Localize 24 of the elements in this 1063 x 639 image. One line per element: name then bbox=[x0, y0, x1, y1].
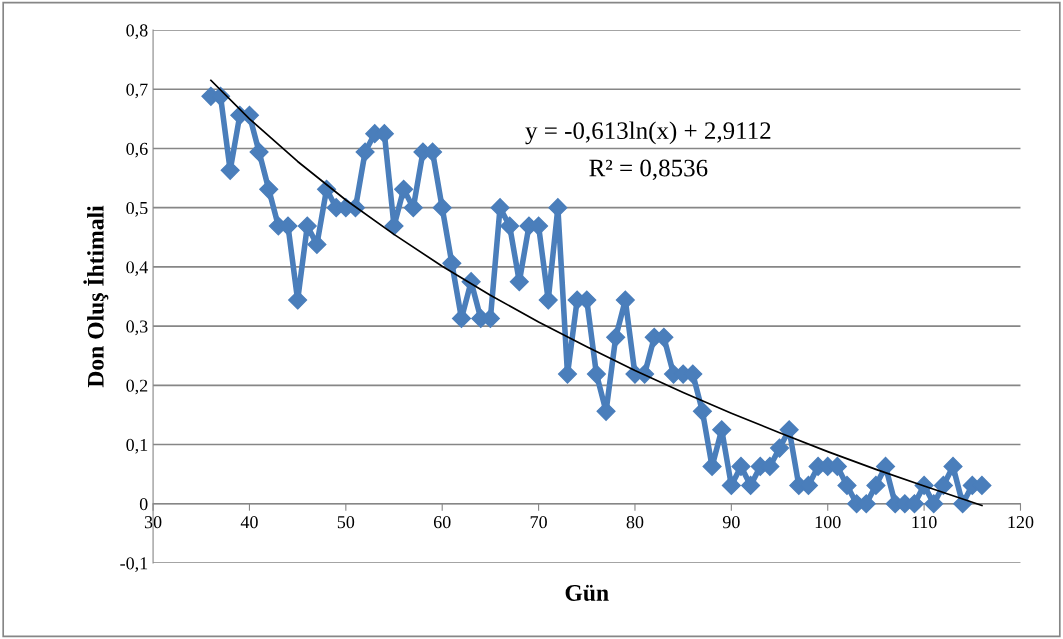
y-tick-label: 0,8 bbox=[126, 24, 148, 40]
x-tick-label: 70 bbox=[530, 516, 547, 529]
y-tick-label: -0,1 bbox=[120, 557, 148, 572]
y-axis-title: Don Oluş İhtimali bbox=[83, 205, 109, 388]
annotation: R² = 0,8536 bbox=[589, 159, 708, 181]
x-axis-title: Gün bbox=[565, 584, 609, 601]
x-tick-label: 110 bbox=[912, 516, 937, 529]
x-tick-label: 80 bbox=[626, 516, 644, 529]
y-tick-label: 0,2 bbox=[126, 379, 148, 395]
x-tick-label: 100 bbox=[815, 516, 841, 529]
x-tick-label: 30 bbox=[144, 516, 162, 529]
x-tick-label: 90 bbox=[722, 516, 740, 529]
x-tick-label: 60 bbox=[433, 516, 451, 529]
y-tick-label: 0,6 bbox=[126, 142, 148, 158]
x-tick-label: 50 bbox=[337, 516, 355, 529]
y-tick-label: 0,3 bbox=[126, 320, 148, 336]
y-tick-label: 0,1 bbox=[126, 438, 148, 454]
x-tick-label: 120 bbox=[1008, 516, 1034, 529]
y-tick-label: 0,7 bbox=[126, 83, 148, 99]
x-tick-label: 40 bbox=[240, 516, 258, 529]
y-tick-label: 0,4 bbox=[126, 261, 148, 276]
annotation: y = -0,613ln(x) + 2,9112 bbox=[525, 121, 771, 145]
y-tick-label: 0 bbox=[139, 498, 148, 511]
y-tick-label: 0,5 bbox=[126, 201, 148, 217]
